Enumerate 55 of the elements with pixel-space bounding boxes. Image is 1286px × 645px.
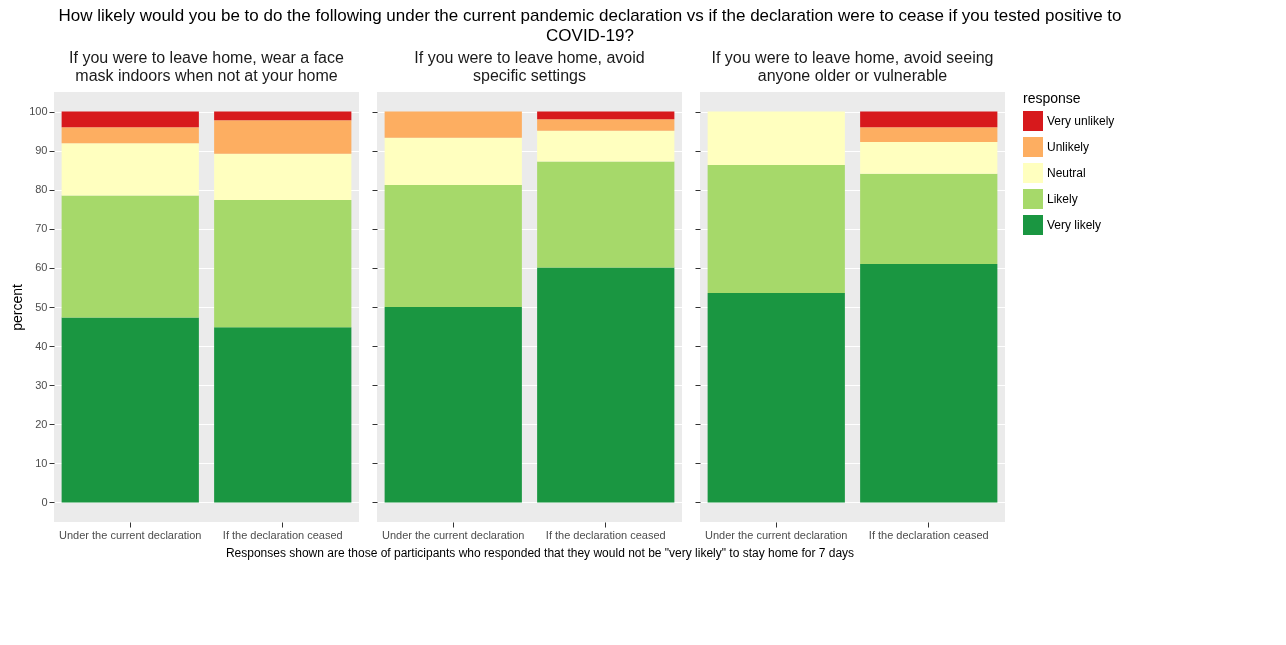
bar (860, 111, 998, 128)
bar (537, 130, 675, 162)
y-tick-label: 30 (35, 378, 48, 391)
bar (61, 127, 199, 144)
bar (384, 111, 522, 138)
x-tick-label: If the declaration ceased (545, 528, 666, 541)
y-tick-label: 90 (35, 144, 48, 157)
y-tick-label: 60 (35, 261, 48, 274)
legend-label: Neutral (1047, 166, 1086, 180)
x-tick-label: If the declaration ceased (222, 528, 343, 541)
bar (214, 111, 352, 121)
bar (214, 327, 352, 503)
bar (384, 307, 522, 503)
legend-label: Likely (1047, 192, 1078, 206)
chart-title: If you were to leave home, avoid specific settings (414, 49, 645, 84)
bar (61, 111, 199, 128)
bar (537, 161, 675, 268)
y-tick-label: 0 (41, 495, 48, 508)
chart-title: If you were to leave home, wear a face mask indoors when not at your home (69, 49, 345, 84)
bar (214, 199, 352, 328)
y-tick-label: 40 (35, 339, 48, 352)
y-tick-label: 20 (35, 417, 48, 430)
bar (537, 267, 675, 503)
bar (707, 292, 845, 503)
text: How likely would you be to do the following under the current pandemic declaration vs if the declaration were to cease if you tested positive to COVID-19? (57, 6, 1123, 46)
x-tick-label: Under the current declaration (705, 528, 848, 541)
x-tick-label: Under the current declaration (59, 528, 202, 541)
bar (61, 317, 199, 503)
bar (860, 127, 998, 143)
bar (707, 165, 845, 293)
y-axis-title: percent (9, 284, 26, 331)
legend-label: Unlikely (1047, 140, 1090, 154)
y-tick-label: 100 (29, 105, 48, 118)
text: Responses shown are those of participants who responded that they would not be "very likely" to stay home for 7 days (224, 546, 856, 560)
y-tick-label: 10 (35, 456, 48, 469)
x-tick-label: If the declaration ceased (868, 528, 989, 541)
bar (384, 185, 522, 307)
bar (61, 143, 199, 196)
y-tick-label: 70 (35, 222, 48, 235)
y-tick-label: 80 (35, 183, 48, 196)
legend-label: Very likely (1047, 218, 1102, 232)
legend-title: response (1023, 90, 1081, 106)
bar (214, 153, 352, 200)
bar (537, 119, 675, 131)
bar (707, 111, 845, 166)
x-tick-label: Under the current declaration (382, 528, 525, 541)
bar (860, 173, 998, 264)
bar (860, 264, 998, 503)
bar (61, 195, 199, 318)
bar (214, 120, 352, 154)
legend-label: Very unlikely (1047, 114, 1115, 128)
bar (860, 142, 998, 174)
y-tick-label: 50 (35, 300, 48, 313)
bar (384, 137, 522, 186)
chart-title: If you were to leave home, avoid seeing anyone older or vulnerable (711, 49, 994, 84)
